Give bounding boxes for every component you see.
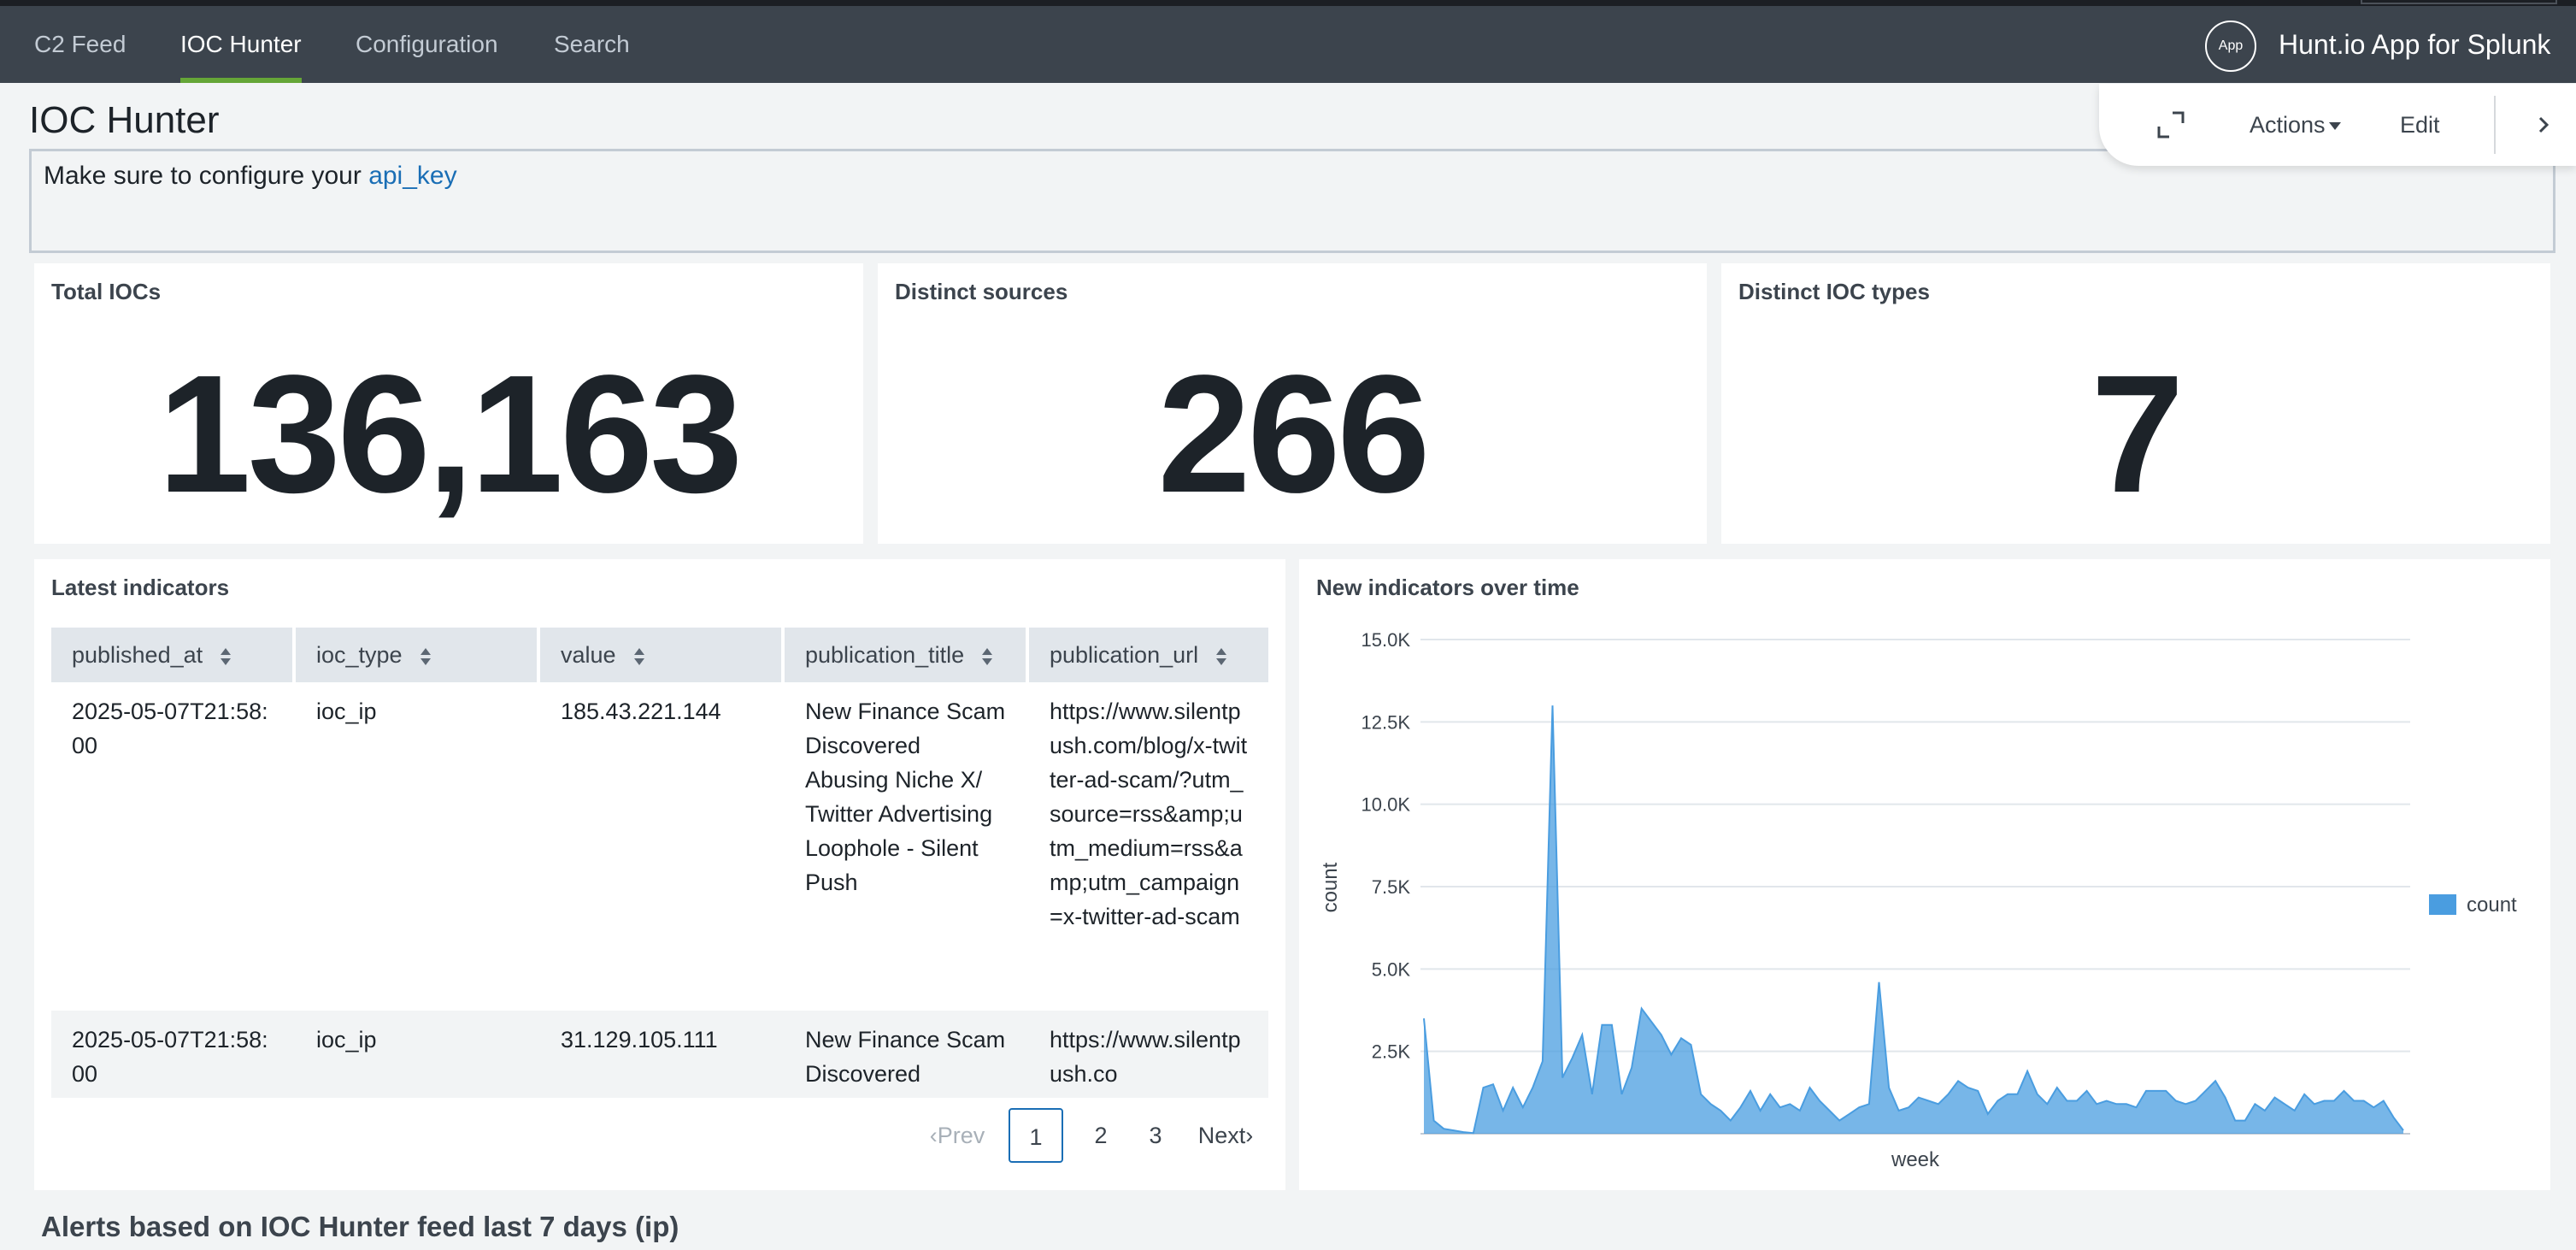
cell-publication-url: https://www.silentpush.com/blog/x-twitte…	[1050, 699, 1248, 929]
kpi-value: 136,163	[157, 340, 744, 528]
column-label: value	[561, 642, 616, 668]
api-key-link[interactable]: api_key	[368, 162, 457, 190]
cell-publication-title: New Finance Scam Discovered	[805, 1027, 1006, 1087]
dashboard-actions-panel: Actions Edit	[2099, 84, 2576, 166]
cell-publication-title: New Finance Scam Discovered Abusing Nich…	[805, 699, 1006, 895]
panel-title: Latest indicators	[51, 575, 230, 600]
actions-menu-button[interactable]: Actions	[2250, 84, 2341, 166]
sort-icon	[633, 647, 644, 665]
caret-down-icon	[2328, 122, 2341, 131]
notice-text: Make sure to configure your api_key	[44, 162, 457, 191]
app-icon[interactable]: App	[2205, 21, 2256, 72]
cell-published-at: 2025-05-07T21:58:00	[72, 699, 268, 758]
column-header-published-at[interactable]: published_at	[51, 628, 292, 682]
table-row[interactable]: 2025-05-07T21:58:00 ioc_ip 185.43.221.14…	[51, 682, 1268, 1011]
alerts-section-title: Alerts based on IOC Hunter feed last 7 d…	[41, 1211, 679, 1242]
column-header-publication-url[interactable]: publication_url	[1029, 628, 1268, 682]
actions-divider	[2494, 96, 2496, 154]
chevron-left-icon: ‹	[929, 1123, 938, 1148]
kpi-value: 266	[1157, 340, 1430, 528]
y-tick-label: 15.0K	[1362, 629, 1411, 651]
configuration-notice: Make sure to configure your api_key	[29, 149, 2555, 253]
y-tick-label: 7.5K	[1372, 876, 1411, 898]
notice-prefix: Make sure to configure your	[44, 162, 369, 190]
series-line-count	[1423, 705, 2404, 1135]
cell-published-at: 2025-05-07T21:58:00	[72, 1027, 268, 1087]
sort-icon	[420, 647, 431, 665]
cell-ioc-type: ioc_ip	[316, 1027, 377, 1052]
sort-icon	[221, 647, 232, 665]
cell-publication-url: https://www.silentpush.co	[1050, 1027, 1241, 1087]
page-button-1[interactable]: 1	[1009, 1108, 1063, 1163]
column-header-publication-title[interactable]: publication_title	[785, 628, 1026, 682]
y-tick-label: 5.0K	[1372, 958, 1411, 980]
page-button-3[interactable]: 3	[1149, 1123, 1162, 1148]
app-navigation-bar: C2 Feed IOC Hunter Configuration Search …	[0, 6, 2576, 83]
y-tick-label: 10.0K	[1362, 794, 1411, 816]
column-label: ioc_type	[316, 642, 403, 668]
kpi-value: 7	[2091, 340, 2184, 528]
chevron-right-icon: ›	[1245, 1123, 1254, 1148]
nav-item-ioc-hunter[interactable]: IOC Hunter	[180, 6, 302, 83]
area-chart: 15.0K 12.5K 10.0K 7.5K 5.0K 2.5K week count c…	[1319, 629, 2517, 1171]
kpi-title: Total IOCs	[51, 279, 162, 304]
app-name[interactable]: Hunt.io App for Splunk	[2279, 29, 2551, 60]
chart-title: New indicators over time	[1316, 575, 1579, 600]
fullscreen-icon[interactable]	[2154, 108, 2188, 142]
actions-label: Actions	[2250, 112, 2326, 138]
page-title: IOC Hunter	[29, 99, 220, 141]
kpi-title: Distinct sources	[895, 279, 1068, 304]
kpi-panel-distinct-ioc-types: Distinct IOC types 7	[1721, 263, 2550, 544]
column-label: publication_title	[805, 642, 965, 668]
y-tick-label: 12.5K	[1362, 711, 1411, 733]
new-indicators-chart-panel: New indicators over time 15.0K 12.5K 10.0K…	[1299, 559, 2550, 1190]
table-row[interactable]: 2025-05-07T21:58:00 ioc_ip 31.129.105.11…	[51, 1011, 1268, 1098]
latest-indicators-panel: Latest indicators published_at ioc_type …	[34, 559, 1285, 1190]
chevron-right-icon[interactable]	[2533, 113, 2554, 137]
next-page-button[interactable]: Next›	[1186, 1108, 1265, 1163]
kpi-panel-total-iocs: Total IOCs 136,163	[34, 263, 863, 544]
legend-swatch	[2429, 894, 2456, 915]
cell-value: 31.129.105.111	[561, 1027, 718, 1052]
table-header: published_at ioc_type value publication_…	[51, 628, 1268, 682]
nav-item-search[interactable]: Search	[554, 31, 630, 57]
sort-icon	[982, 647, 993, 665]
legend-label[interactable]: count	[2467, 893, 2517, 917]
column-label: publication_url	[1050, 642, 1199, 668]
cell-value: 185.43.221.144	[561, 699, 721, 724]
series-area-count	[1424, 705, 2403, 1134]
column-header-value[interactable]: value	[540, 628, 781, 682]
top-strip-tab	[2361, 0, 2557, 4]
indicators-table: published_at ioc_type value publication_…	[51, 628, 1268, 1098]
kpi-panel-distinct-sources: Distinct sources 266	[878, 263, 1707, 544]
page-button-2[interactable]: 2	[1094, 1123, 1108, 1148]
table-pagination: ‹Prev 1 2 3 Next›	[923, 1108, 1265, 1163]
nav-item-configuration[interactable]: Configuration	[356, 31, 498, 57]
cell-ioc-type: ioc_ip	[316, 699, 377, 724]
y-tick-label: 2.5K	[1372, 1041, 1411, 1063]
prev-page-button[interactable]: ‹Prev	[923, 1108, 991, 1163]
top-strip	[0, 0, 2576, 6]
column-header-ioc-type[interactable]: ioc_type	[296, 628, 537, 682]
next-label: Next	[1197, 1123, 1246, 1148]
column-label: published_at	[72, 642, 203, 668]
y-axis-label: count	[1319, 862, 1342, 912]
prev-label: Prev	[937, 1123, 985, 1148]
kpi-title: Distinct IOC types	[1738, 279, 1930, 304]
x-axis-label: week	[1891, 1148, 1940, 1171]
nav-item-c2-feed[interactable]: C2 Feed	[34, 31, 126, 57]
edit-button[interactable]: Edit	[2400, 112, 2440, 138]
sort-icon	[1216, 647, 1227, 665]
